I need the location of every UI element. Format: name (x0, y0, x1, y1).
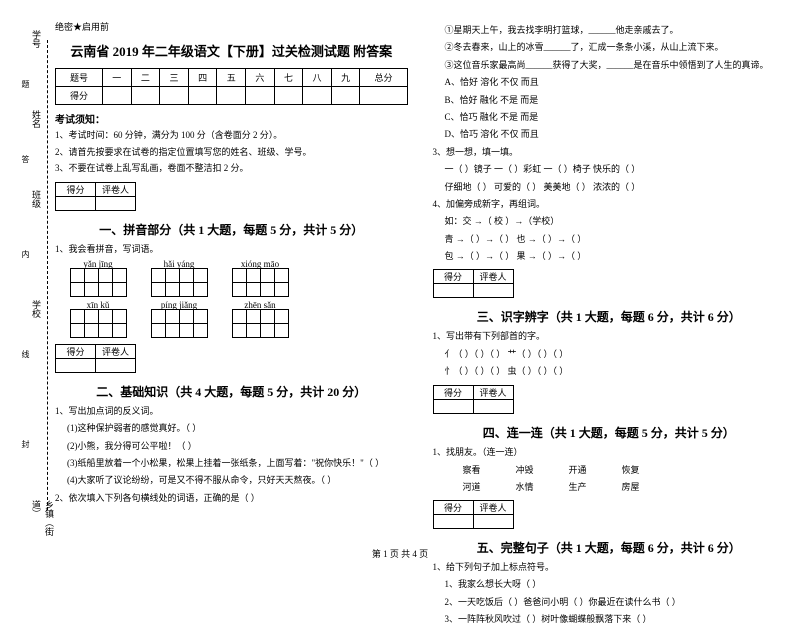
py-4: xīn kǔ (70, 300, 126, 310)
section-4-title: 四、连一连（共 1 大题，每题 5 分，共计 5 分） (433, 424, 786, 441)
vlabel-name: 姓名 (30, 110, 43, 128)
dot-2: 答 (20, 155, 31, 163)
th-9: 九 (331, 69, 360, 87)
s2-a: (1)这种保护弱者的感觉真好。（ ） (67, 421, 408, 435)
r-3: ③这位音乐家最高尚______获得了大奖，______是在音乐中领悟到了人生的真… (445, 58, 786, 72)
vlabel-id: 学号 (30, 30, 43, 48)
grid-6 (232, 310, 288, 338)
score-table: 题号 一 二 三 四 五 六 七 八 九 总分 得分 (55, 68, 408, 105)
grid-2 (151, 269, 207, 297)
th-4: 四 (188, 69, 217, 87)
s1-q1: 1、我会看拼音，写词语。 (55, 242, 408, 256)
py-3: xióng māo (232, 259, 288, 269)
th-5: 五 (217, 69, 246, 87)
notice-title: 考试须知： (55, 111, 408, 126)
th-7: 七 (274, 69, 303, 87)
r-q4b: 青 →（ ）→（ ） 也 →（ ）→（ ） (445, 232, 786, 246)
mini-table-3: 得分评卷人 (433, 269, 514, 298)
dot-5: 封 (20, 440, 31, 448)
s2-b: (2)小熊，我分得可公平啦！（ ） (67, 439, 408, 453)
page-footer: 第 1 页 共 4 页 (0, 547, 800, 560)
s2-q2: 2、依次填入下列各句横线处的词语，正确的是（ ） (55, 491, 408, 505)
grid-4 (70, 310, 126, 338)
grid-1 (70, 269, 126, 297)
exam-title: 云南省 2019 年二年级语文【下册】过关检测试题 附答案 (55, 41, 408, 60)
s2-q1: 1、写出加点词的反义词。 (55, 404, 408, 418)
th-1: 一 (102, 69, 131, 87)
notice-2: 2、请首先按要求在试卷的指定位置填写您的姓名、班级、学号。 (55, 146, 408, 160)
dot-3: 内 (20, 250, 31, 258)
seal-text: 绝密★启用前 (55, 20, 408, 33)
r-1: ①星期天上午，我去找李明打篮球，______他走亲戚去了。 (445, 23, 786, 37)
s4-row1: 察看 冲毁 开通 恢复 (463, 463, 786, 476)
s2-c: (3)纸船里放着一个小松果，松果上挂着一张纸条，上面写着："祝你快乐！"（ ） (67, 456, 408, 470)
py-1: yǎn jīng (70, 259, 126, 269)
section-2-title: 二、基础知识（共 4 大题，每题 5 分，共计 20 分） (55, 383, 408, 400)
th-total: 总分 (360, 69, 407, 87)
dot-4: 线 (20, 350, 31, 358)
r-q3b: 仔细地（ ） 可爱的（ ） 美美地（ ） 浓浓的（ ） (445, 180, 786, 194)
r-q3: 3、想一想，填一填。 (433, 145, 786, 159)
opt-b: B、恰好 融化 不是 而是 (445, 93, 786, 107)
section-3-title: 三、识字辨字（共 1 大题，每题 6 分，共计 6 分） (433, 308, 786, 325)
grid-3 (232, 269, 288, 297)
th-8: 八 (303, 69, 332, 87)
opt-a: A、恰好 溶化 不仅 而且 (445, 75, 786, 89)
s4-q1: 1、找朋友。（连一连） (433, 445, 786, 459)
th-2: 二 (131, 69, 160, 87)
grid-5 (151, 310, 207, 338)
th-6: 六 (246, 69, 275, 87)
s4-row2: 河道 水情 生产 房屋 (463, 480, 786, 493)
mini-table-5: 得分评卷人 (433, 500, 514, 529)
r-q3a: 一（ ）镜子 一（ ）彩虹 一（ ）椅子 快乐的（ ） (445, 162, 786, 176)
notice-1: 1、考试时间：60 分钟，满分为 100 分（含卷面分 2 分）。 (55, 129, 408, 143)
th-3: 三 (160, 69, 189, 87)
s2-d: (4)大家听了议论纷纷，可是又不得不服从命令，只好天天熬夜。（ ） (67, 473, 408, 487)
s5-a: 1、我家么想长大呀（ ） (445, 577, 786, 591)
s3-a: 亻（ ）（ ）（ ） 艹（ ）（ ）（ ） (445, 347, 786, 361)
s5-q1: 1、给下列句子加上标点符号。 (433, 560, 786, 574)
s3-q1: 1、写出带有下列部首的字。 (433, 329, 786, 343)
r-q4c: 包 →（ ）→（ ） 果 →（ ）→（ ） (445, 249, 786, 263)
py-6: zhēn sǎn (232, 300, 288, 310)
th-num: 题号 (56, 69, 103, 87)
r-2: ②冬去春来，山上的冰雪______了，汇成一条条小溪，从山上流下来。 (445, 40, 786, 54)
s5-c: 3、一阵阵秋风吹过（ ）树叶像蝴蝶般飘落下来（ ） (445, 612, 786, 626)
vlabel-class: 班级 (30, 190, 43, 208)
mini-table-4: 得分评卷人 (433, 385, 514, 414)
notice-3: 3、不要在试卷上乱写乱画，卷面不整洁扣 2 分。 (55, 162, 408, 176)
r-q4: 4、加偏旁成新字，再组词。 (433, 197, 786, 211)
tr-score: 得分 (56, 87, 103, 105)
s5-b: 2、一天吃饭后（ ）爸爸问小明（ ）你最近在读什么书（ ） (445, 595, 786, 609)
vlabel-town: 乡镇（街道） (30, 500, 56, 540)
py-5: píng jiǎng (151, 300, 207, 310)
section-1-title: 一、拼音部分（共 1 大题，每题 5 分，共计 5 分） (55, 221, 408, 238)
opt-d: D、恰巧 溶化 不仅 而且 (445, 127, 786, 141)
mini-table-1: 得分评卷人 (55, 182, 136, 211)
py-2: hǎi yáng (151, 259, 207, 269)
seal-line (47, 40, 48, 510)
mini-table-2: 得分评卷人 (55, 344, 136, 373)
vlabel-school: 学校 (30, 300, 43, 318)
s3-b: 忄（ ）（ ）（ ） 虫（ ）（ ）（ ） (445, 364, 786, 378)
opt-c: C、恰巧 融化 不是 而是 (445, 110, 786, 124)
dot-1: 题 (20, 80, 31, 88)
r-q4a: 如：交 →（ 校 ）→（学校） (445, 214, 786, 228)
